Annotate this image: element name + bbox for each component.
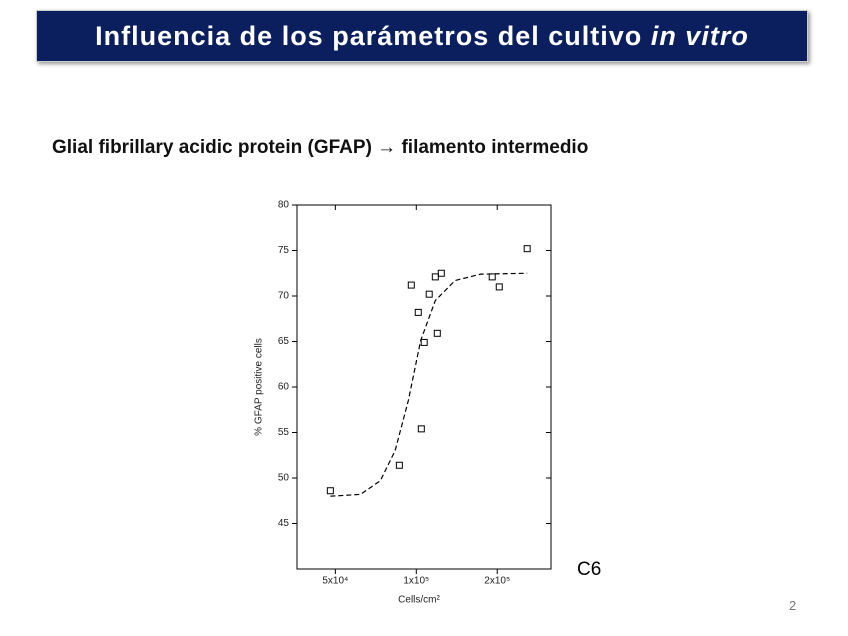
subtitle: Glial fibrillary acidic protein (GFAP) →… <box>52 137 589 158</box>
x-tick-label: 1x10⁵ <box>403 576 429 587</box>
y-tick-label: 70 <box>278 291 290 302</box>
y-tick-label: 55 <box>278 427 290 438</box>
y-tick-label: 45 <box>278 518 290 529</box>
data-point <box>437 269 445 277</box>
data-point <box>326 487 334 495</box>
cell-label: C6 <box>577 559 602 580</box>
data-point <box>414 308 422 316</box>
plot-frame <box>296 204 552 570</box>
data-point <box>495 283 503 291</box>
data-point <box>420 338 428 346</box>
y-tick-label: 80 <box>278 200 290 211</box>
data-point <box>407 281 415 289</box>
data-point <box>425 290 433 298</box>
y-axis-label: % GFAP positive cells <box>254 338 265 436</box>
page-number: 2 <box>789 598 797 613</box>
y-tick-label: 60 <box>278 382 290 393</box>
fit-curve <box>330 272 528 497</box>
data-point <box>488 273 496 281</box>
x-tick-label: 2x10⁵ <box>484 576 510 587</box>
y-tick-label: 65 <box>278 336 290 347</box>
y-tick-label: 75 <box>278 245 290 256</box>
title: Influencia de los parámetros del cultivo <box>95 21 643 51</box>
y-tick-label: 50 <box>278 473 290 484</box>
x-axis-label: Cells/cm² <box>398 595 440 606</box>
data-point <box>395 461 403 469</box>
data-point <box>417 425 425 433</box>
title-italic: in vitro <box>650 21 749 51</box>
data-point <box>431 273 439 281</box>
x-tick-label: 5x10⁴ <box>322 576 348 587</box>
data-point <box>523 245 531 253</box>
data-point <box>433 329 441 337</box>
title-banner: Influencia de los parámetros del cultivo… <box>36 10 808 62</box>
